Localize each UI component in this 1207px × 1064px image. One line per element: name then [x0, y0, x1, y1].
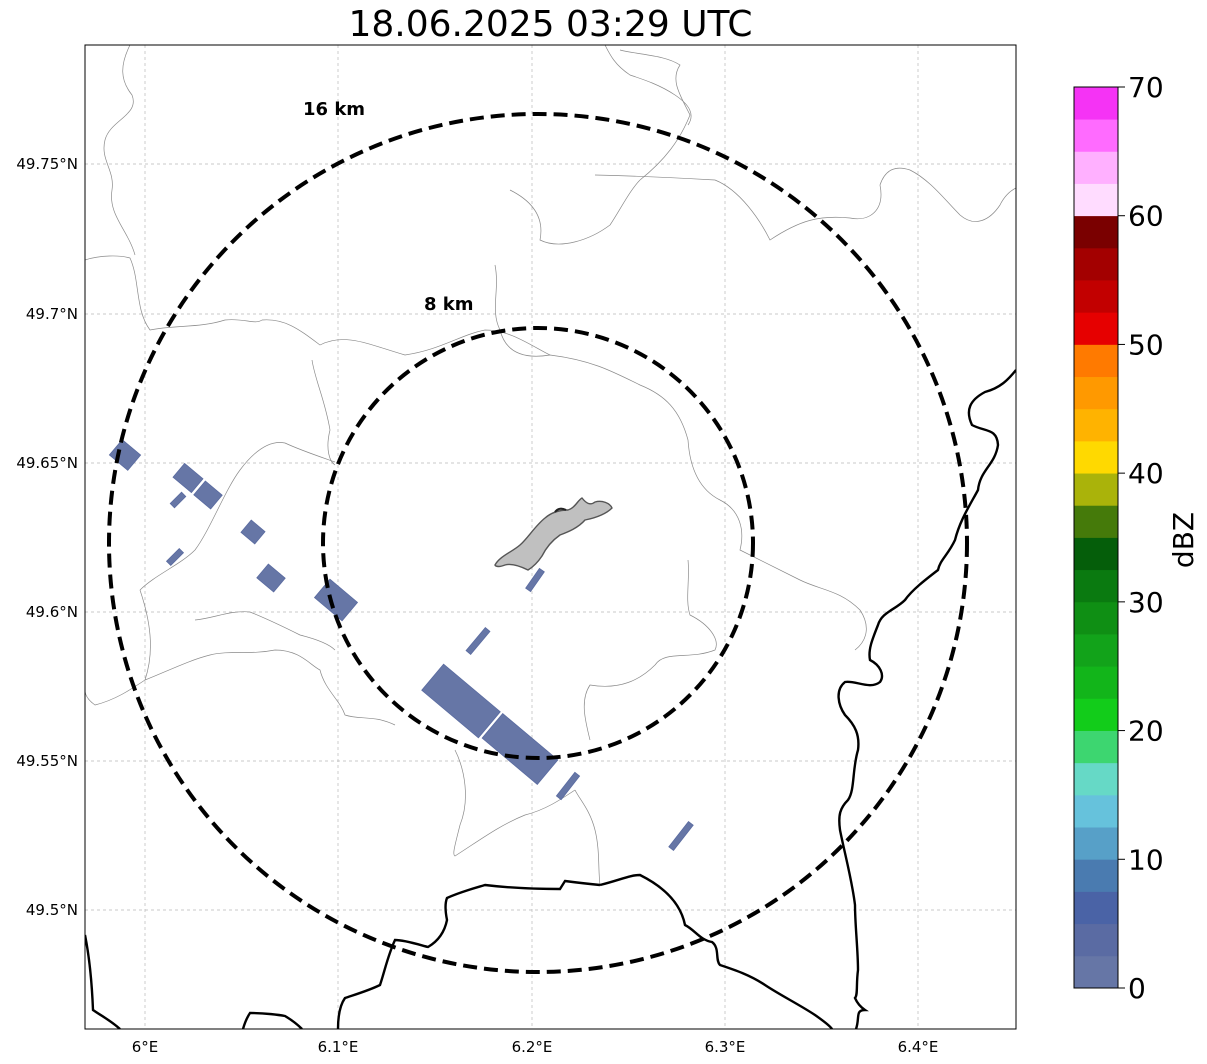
colorbar: [1074, 87, 1118, 989]
radar-cell: [481, 713, 559, 785]
lon-tick: 6.4°E: [898, 1038, 939, 1056]
map-frame: [84, 44, 1017, 1030]
lat-tick: 49.6°N: [26, 603, 78, 621]
radar-cell: [165, 547, 185, 567]
lat-tick: 49.55°N: [16, 752, 78, 770]
colorbar-segment: [1074, 87, 1118, 120]
colorbar-segment: [1074, 762, 1118, 796]
radar-cell: [193, 480, 223, 510]
colorbar-tick-label: 20: [1128, 715, 1164, 748]
lat-tick: 49.75°N: [16, 155, 78, 173]
colorbar-segment: [1074, 955, 1118, 989]
colorbar-segment: [1074, 601, 1118, 635]
lon-tick: 6.2°E: [512, 1038, 553, 1056]
map-title: 18.06.2025 03:29 UTC: [348, 4, 753, 45]
colorbar-tick-label: 0: [1128, 972, 1146, 1005]
colorbar-segment: [1074, 440, 1118, 474]
radar-cell: [421, 663, 501, 739]
radar-cell: [465, 627, 491, 655]
lon-tick: 6.3°E: [705, 1038, 746, 1056]
colorbar-segment: [1074, 408, 1118, 442]
radar-cell: [313, 578, 359, 622]
lon-tick: 6°E: [132, 1038, 159, 1056]
colorbar-segment: [1074, 730, 1118, 764]
colorbar-tick-label: 70: [1128, 71, 1164, 104]
radar-cell: [555, 771, 581, 801]
colorbar-segment: [1074, 376, 1118, 410]
colorbar-segment: [1074, 827, 1118, 860]
colorbar-segment: [1074, 473, 1118, 506]
colorbar-tick-label: 30: [1128, 586, 1164, 619]
colorbar-segment: [1074, 151, 1118, 184]
range-ring-16km: [107, 112, 969, 974]
colorbar-tick-label: 10: [1128, 843, 1164, 876]
colorbar-tick-label: 60: [1128, 200, 1164, 233]
colorbar-segment: [1074, 698, 1118, 731]
lat-tick: 49.7°N: [26, 305, 78, 323]
radar-cell: [240, 519, 266, 545]
colorbar-segment: [1074, 119, 1118, 152]
lon-tick-labels: 6°E 6.1°E 6.2°E 6.3°E 6.4°E: [132, 1038, 939, 1056]
colorbar-frame: [1073, 86, 1119, 989]
colorbar-segment: [1074, 634, 1118, 667]
colorbar-segment: [1074, 794, 1118, 828]
lat-tick: 49.65°N: [16, 454, 78, 472]
radar-cell: [525, 567, 545, 593]
city-area: [494, 497, 613, 571]
radar-cell: [668, 820, 694, 852]
colorbar-segment: [1074, 183, 1118, 217]
colorbar-segment: [1074, 569, 1118, 603]
range-ring-8km: [321, 326, 755, 760]
radar-cells: [108, 439, 694, 852]
colorbar-segment: [1074, 505, 1118, 538]
colorbar-segment: [1074, 537, 1118, 571]
gridlines: [85, 45, 1016, 1029]
radar-cell: [256, 563, 286, 593]
colorbar-segment: [1074, 247, 1118, 281]
colorbar-segment: [1074, 923, 1118, 957]
radar-cell: [108, 439, 142, 471]
range-ring-label-8km: 8 km: [424, 294, 474, 315]
colorbar-segment: [1074, 344, 1118, 378]
colorbar-ticks: 0 10 20 30 40 50 60 70: [1118, 71, 1164, 1005]
colorbar-tick-label: 40: [1128, 457, 1164, 490]
colorbar-tick-label: 50: [1128, 328, 1164, 361]
colorbar-segment: [1074, 891, 1118, 925]
lon-tick: 6.1°E: [318, 1038, 359, 1056]
radar-cell: [169, 491, 187, 509]
lat-tick: 49.5°N: [26, 901, 78, 919]
colorbar-segment: [1074, 215, 1118, 249]
colorbar-segment: [1074, 666, 1118, 699]
country-borders: [85, 369, 1016, 1029]
colorbar-segment: [1074, 859, 1118, 892]
colorbar-label: dBZ: [1167, 512, 1200, 568]
colorbar-segment: [1074, 280, 1118, 313]
range-ring-label-16km: 16 km: [303, 99, 365, 120]
lat-tick-labels: 49.75°N 49.7°N 49.65°N 49.6°N 49.55°N 49…: [16, 155, 78, 919]
range-rings: [107, 112, 969, 974]
colorbar-segment: [1074, 312, 1118, 345]
radar-cell: [172, 462, 204, 494]
